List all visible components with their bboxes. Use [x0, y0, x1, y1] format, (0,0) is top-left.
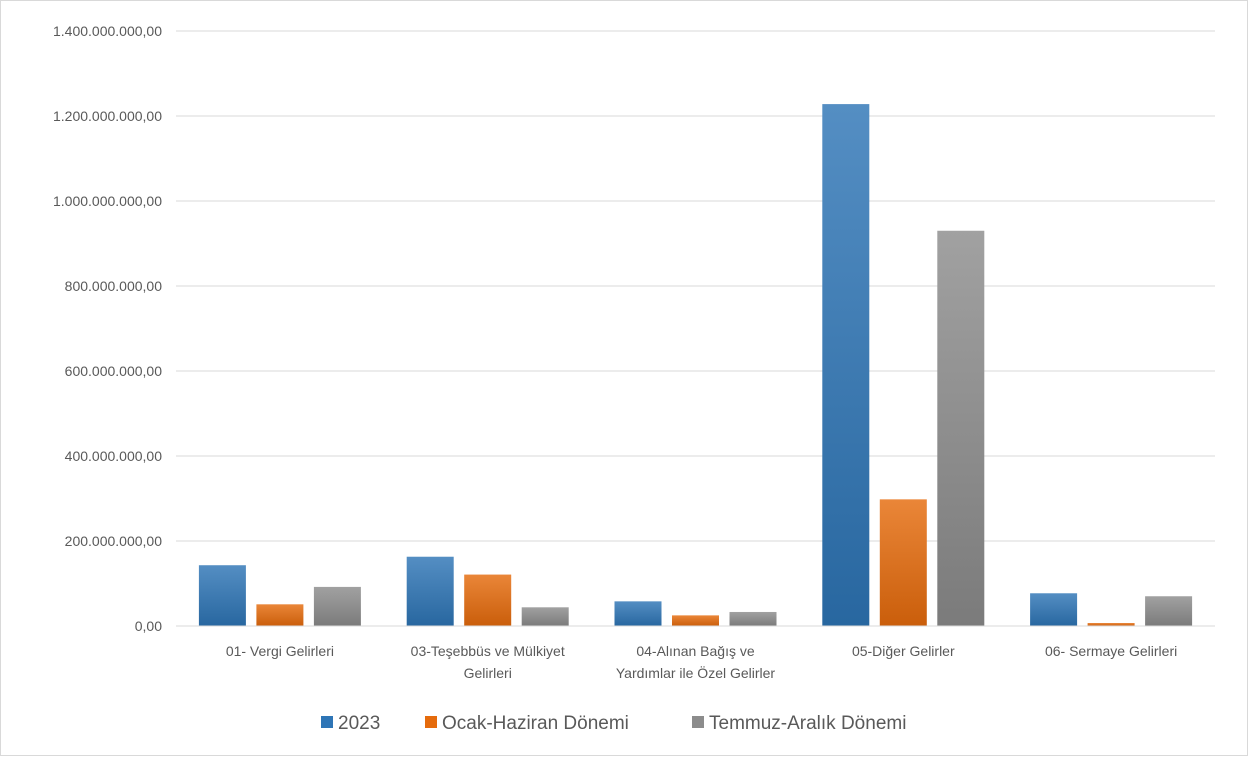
bars — [198, 104, 1193, 627]
bar — [313, 586, 361, 626]
bar — [1030, 593, 1078, 626]
gridlines — [176, 30, 1215, 542]
bar — [879, 499, 927, 626]
bar — [1087, 623, 1135, 626]
y-tick-label: 600.000.000,00 — [65, 363, 163, 379]
legend-swatch — [321, 716, 333, 728]
bar — [614, 601, 662, 626]
x-category-label: 05-Diğer Gelirler — [852, 643, 955, 659]
bar — [729, 611, 777, 626]
legend-label: 2023 — [338, 713, 380, 734]
bar — [198, 565, 246, 626]
legend-swatch — [425, 716, 437, 728]
x-category-label: 04-Alınan Bağış ve Yardımlar ile Özel Gel… — [616, 643, 776, 681]
bar — [672, 615, 719, 626]
x-category-label: 03-Teşebbüs ve Mülkiyet Gelirleri — [411, 643, 565, 681]
legend: 2023 Ocak-Haziran Dönemi Temmuz-Aralık Dön… — [321, 713, 906, 734]
y-tick-label: 0,00 — [135, 618, 162, 634]
legend-swatch — [692, 716, 704, 728]
x-axis-category-labels: 01- Vergi Gelirleri 03-Teşebbüs ve Mülkiy… — [226, 643, 1177, 681]
y-tick-label: 200.000.000,00 — [65, 533, 163, 549]
y-tick-label: 1.400.000.000,00 — [53, 23, 162, 39]
legend-label: Temmuz-Aralık Dönemi — [709, 713, 906, 734]
bar — [464, 574, 512, 626]
bar — [937, 230, 985, 626]
x-category-label: 01- Vergi Gelirleri — [226, 643, 334, 659]
bar — [1145, 596, 1193, 626]
bar — [256, 604, 304, 626]
x-category-label: 06- Sermaye Gelirleri — [1045, 643, 1177, 659]
bar — [521, 607, 569, 626]
y-tick-label: 1.200.000.000,00 — [53, 108, 162, 124]
bar — [822, 104, 870, 627]
legend-label: Ocak-Haziran Dönemi — [442, 713, 629, 734]
y-tick-label: 1.000.000.000,00 — [53, 193, 162, 209]
y-axis-tick-labels: 0,00 200.000.000,00 400.000.000,00 600.000.… — [53, 23, 162, 634]
y-tick-label: 800.000.000,00 — [65, 278, 163, 294]
bar — [406, 556, 454, 626]
y-tick-label: 400.000.000,00 — [65, 448, 163, 464]
